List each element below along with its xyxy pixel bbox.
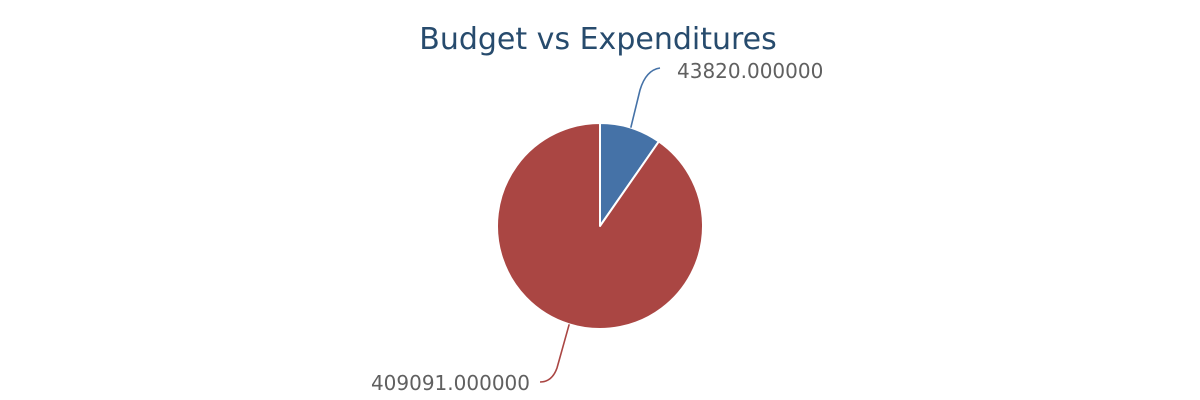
- label-connector-0: [630, 67, 661, 128]
- chart-title: Budget vs Expenditures: [419, 22, 777, 57]
- data-label-0: 43820.000000: [677, 59, 823, 83]
- data-label-1: 409091.000000: [371, 371, 530, 395]
- data-labels: 43820.000000 409091.000000: [371, 59, 823, 395]
- label-connectors: [539, 67, 661, 383]
- pie-slices: [496, 122, 705, 330]
- label-connector-1: [539, 324, 570, 383]
- pie-slice-1[interactable]: [496, 122, 705, 330]
